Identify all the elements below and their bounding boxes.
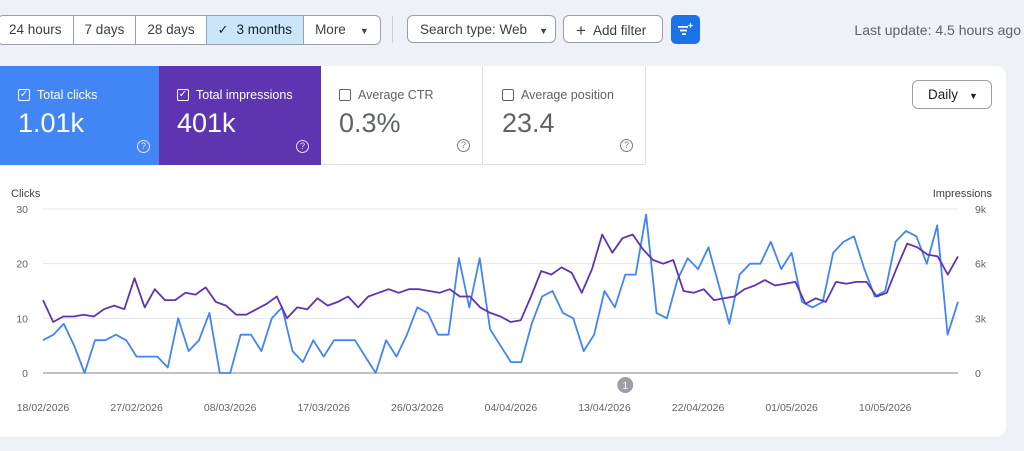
left-tick-label: 20 bbox=[16, 259, 28, 271]
right-axis-ticks: 0 3k 6k 9k bbox=[975, 204, 987, 380]
plus-icon: + bbox=[576, 21, 586, 40]
right-tick-label: 6k bbox=[975, 259, 987, 271]
series-line-impressions bbox=[42, 233, 959, 323]
search-type-label: Search type: Web bbox=[420, 22, 528, 37]
x-tick-label: 10/05/2026 bbox=[859, 402, 912, 414]
add-filter-button[interactable]: + Add filter bbox=[563, 15, 663, 43]
caret-down-icon: ▼ bbox=[969, 91, 978, 101]
help-icon[interactable]: ? bbox=[296, 140, 309, 153]
range-3-months-label: 3 months bbox=[236, 22, 293, 37]
range-more-label: More bbox=[315, 22, 346, 37]
x-tick-label: 08/03/2026 bbox=[204, 402, 257, 414]
left-tick-label: 10 bbox=[16, 313, 28, 325]
left-tick-label: 0 bbox=[22, 368, 28, 380]
toolbar: 24 hours 7 days 28 days ✓ 3 months More ▼ … bbox=[0, 0, 1024, 60]
metric-value: 1.01k bbox=[18, 108, 85, 138]
caret-down-icon: ▼ bbox=[539, 26, 548, 36]
performance-card: ✓ Total clicks 1.01k ? ✓ Total impressions… bbox=[0, 66, 1006, 437]
annotation-label: 1 bbox=[622, 381, 628, 392]
checkbox-unchecked-icon bbox=[502, 89, 514, 101]
metric-total-clicks[interactable]: ✓ Total clicks 1.01k ? bbox=[0, 66, 162, 165]
metric-value: 0.3% bbox=[339, 108, 401, 138]
metric-label: Total clicks bbox=[37, 88, 98, 102]
range-28-days-button[interactable]: 28 days bbox=[136, 16, 207, 44]
checkbox-checked-icon: ✓ bbox=[177, 89, 189, 101]
x-tick-label: 13/04/2026 bbox=[578, 402, 631, 414]
annotation-marker[interactable] bbox=[617, 377, 634, 393]
range-3-months-button[interactable]: ✓ 3 months bbox=[206, 16, 305, 44]
help-icon[interactable]: ? bbox=[620, 139, 633, 152]
metric-average-ctr[interactable]: Average CTR 0.3% ? bbox=[321, 66, 483, 165]
right-axis-title: Impressions bbox=[933, 188, 993, 200]
range-more-button[interactable]: More ▼ bbox=[304, 16, 380, 44]
chart-grid bbox=[43, 208, 958, 374]
metric-label: Total impressions bbox=[196, 88, 293, 102]
caret-down-icon: ▼ bbox=[359, 26, 369, 36]
right-tick-label: 0 bbox=[975, 368, 981, 380]
metric-value: 23.4 bbox=[502, 108, 555, 138]
x-tick-label: 22/04/2026 bbox=[672, 402, 725, 414]
checkmark-icon: ✓ bbox=[217, 22, 229, 37]
x-tick-label: 17/03/2026 bbox=[297, 402, 350, 414]
metric-average-position[interactable]: Average position 23.4 ? bbox=[484, 66, 646, 165]
toolbar-divider bbox=[392, 16, 393, 43]
x-tick-label: 01/05/2026 bbox=[765, 402, 818, 414]
performance-chart: Clicks Impressions 0 10 20 30 0 3k 6k 9k 18/02… bbox=[11, 188, 993, 414]
checkbox-checked-icon: ✓ bbox=[18, 89, 30, 101]
granularity-dropdown[interactable]: Daily ▼ bbox=[912, 80, 992, 109]
right-tick-label: 3k bbox=[975, 313, 987, 325]
checkbox-unchecked-icon bbox=[339, 89, 351, 101]
range-7-days-button[interactable]: 7 days bbox=[74, 16, 137, 44]
help-icon[interactable]: ? bbox=[137, 140, 150, 153]
series-line-clicks bbox=[42, 213, 959, 374]
left-tick-label: 30 bbox=[16, 204, 28, 216]
x-tick-label: 27/02/2026 bbox=[110, 402, 163, 414]
chart-series bbox=[42, 213, 959, 374]
x-tick-label: 04/04/2026 bbox=[485, 402, 538, 414]
metric-label: Average position bbox=[521, 88, 614, 102]
range-24-hours-button[interactable]: 24 hours bbox=[0, 16, 74, 44]
right-tick-label: 9k bbox=[975, 204, 987, 216]
metric-value: 401k bbox=[177, 108, 236, 138]
search-type-dropdown[interactable]: Search type: Web ▼ bbox=[407, 15, 556, 43]
date-range-selector: 24 hours 7 days 28 days ✓ 3 months More ▼ bbox=[0, 15, 381, 45]
metric-label: Average CTR bbox=[358, 88, 434, 102]
left-axis-ticks: 0 10 20 30 bbox=[16, 204, 28, 380]
add-filter-label: Add filter bbox=[592, 23, 647, 38]
chart-annotations: 1 bbox=[617, 377, 634, 393]
help-icon[interactable]: ? bbox=[457, 139, 470, 152]
x-tick-label: 26/03/2026 bbox=[391, 402, 444, 414]
ai-filter-button[interactable] bbox=[671, 15, 700, 44]
metric-total-impressions[interactable]: ✓ Total impressions 401k ? bbox=[159, 66, 321, 165]
x-axis-ticks: 18/02/2026 27/02/2026 08/03/2026 17/03/2026… bbox=[17, 402, 912, 414]
x-tick-label: 18/02/2026 bbox=[17, 402, 70, 414]
granularity-label: Daily bbox=[928, 87, 959, 102]
sparkle-filter-icon bbox=[678, 22, 694, 35]
last-update-text: Last update: 4.5 hours ago bbox=[854, 22, 1021, 38]
left-axis-title: Clicks bbox=[11, 188, 41, 200]
